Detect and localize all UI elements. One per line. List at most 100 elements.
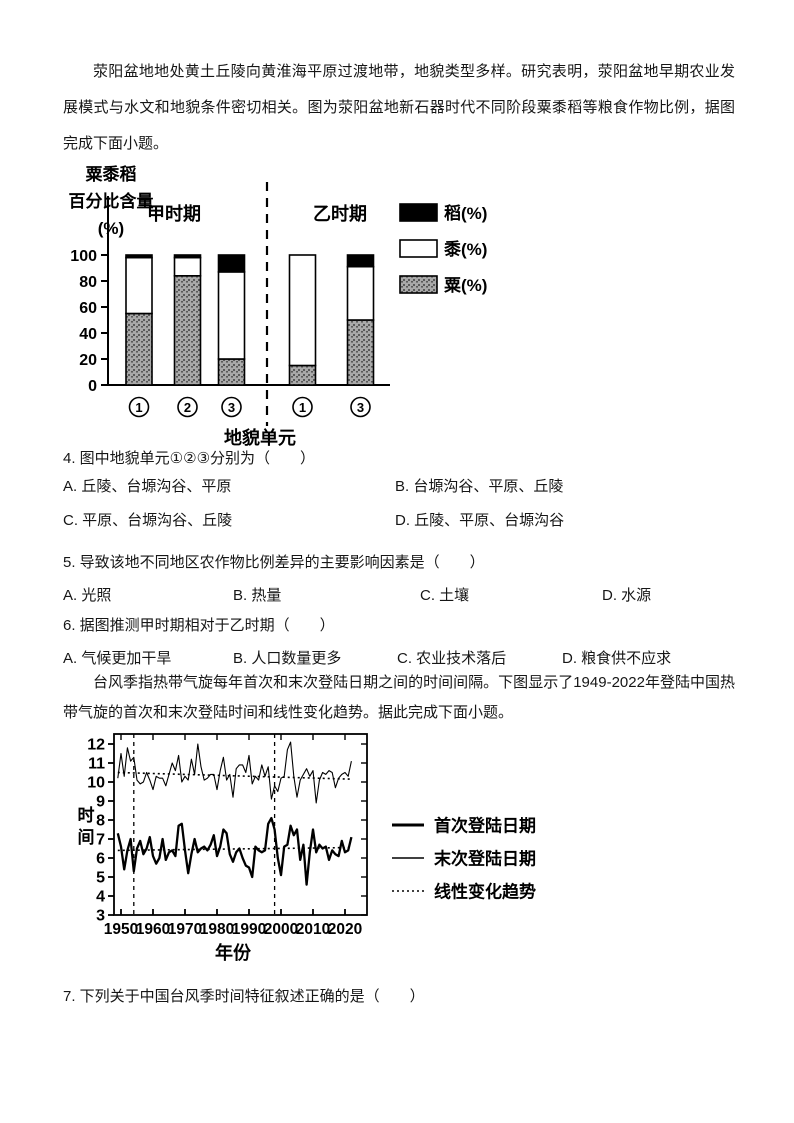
y-tick-label: 6 (96, 851, 105, 868)
question-6-option-b: B. 人口数量更多 (233, 650, 342, 667)
bar-segment (125, 256, 153, 315)
category-digit: 3 (357, 400, 364, 415)
question-6-options: A. 气候更加干旱 B. 人口数量更多 C. 农业技术落后 D. 粮食供不应求 (63, 647, 763, 668)
legend-label: 稻(%) (444, 204, 487, 223)
bar-segment (125, 254, 153, 259)
question-5-option-c: C. 土壤 (420, 587, 470, 604)
question-5-text: 5. 导致该地不同地区农作物比例差异的主要影响因素是（ ） (63, 554, 485, 571)
series-last-landfall (117, 741, 352, 804)
bar-segment (346, 265, 375, 321)
bar-segment (288, 254, 317, 367)
bar-segment (125, 312, 153, 386)
line-chart-ylabel: 时 (78, 806, 95, 825)
legend-swatch (399, 203, 438, 222)
category-circle (292, 396, 313, 418)
question-4-text: 4. 图中地貌单元①②③分别为（ ） (63, 450, 316, 467)
bar-chart-xlabel: 地貌单元 (224, 427, 296, 448)
category-circle (128, 396, 150, 418)
question-6-text: 6. 据图推测甲时期相对于乙时期（ ） (63, 617, 335, 634)
intro-paragraph-crops: 荥阳盆地地处黄土丘陵向黄淮海平原过渡地带，地貌类型多样。研究表明，荥阳盆地早期农… (63, 63, 735, 152)
legend-label: 末次登陆日期 (434, 849, 536, 869)
bar-segment (217, 271, 246, 360)
period-label-jia: 甲时期 (147, 204, 201, 224)
x-tick-label: 1990 (232, 921, 266, 938)
legend-label: 黍(%) (444, 239, 487, 259)
y-tick-label: 100 (70, 248, 97, 265)
y-tick-label: 12 (87, 737, 105, 754)
question-6-option-d: D. 粮食供不应求 (562, 650, 672, 667)
legend-swatch (399, 275, 438, 294)
bar-segment (346, 254, 375, 268)
bar-segment (173, 275, 202, 386)
question-4-option-b: B. 台塬沟谷、平原、丘陵 (395, 478, 564, 495)
question-4: 4. 图中地貌单元①②③分别为（ ） (63, 447, 735, 468)
question-4-option-c: C. 平原、台塬沟谷、丘陵 (63, 512, 233, 529)
category-digit: 1 (299, 400, 306, 415)
x-tick-label: 1970 (168, 921, 202, 938)
question-7: 7. 下列关于中国台风季时间特征叙述正确的是（ ） (63, 985, 735, 1006)
y-tick-label: 0 (88, 378, 97, 395)
y-tick-label: 20 (79, 352, 97, 369)
y-tick-label: 3 (96, 908, 105, 925)
x-tick-label: 1950 (104, 921, 138, 938)
crop-percentage-bar-chart: 粟黍稻百分比含量 (%) 0 20 40 60 80 100 甲时期 乙时期 1 2 3 1 3 地貌单元 稻(… (63, 158, 533, 455)
bar-segment (346, 319, 375, 386)
line-chart-xlabel: 年份 (215, 942, 252, 963)
bar-chart-title-line: 百分比含量 (69, 191, 154, 211)
legend-swatch (399, 239, 438, 258)
bar-segment (173, 256, 202, 277)
y-tick-label: 10 (87, 775, 105, 792)
category-digit: 2 (184, 400, 191, 415)
y-tick-label: 5 (96, 870, 105, 887)
bar-chart-title-line: 粟黍稻 (86, 164, 137, 184)
intro-paragraph-typhoon: 台风季指热带气旋每年首次和末次登陆日期之间的时间间隔。下图显示了1949-202… (63, 674, 735, 721)
question-4-option-d: D. 丘陵、平原、台塬沟谷 (395, 512, 565, 529)
bar-segment (173, 254, 202, 259)
x-tick-label: 1960 (136, 921, 170, 938)
x-tick-label: 2000 (264, 921, 298, 938)
legend-label: 线性变化趋势 (434, 882, 536, 902)
category-circle (177, 396, 198, 418)
y-tick-label: 40 (79, 326, 97, 343)
question-4-option-a: A. 丘陵、台塬沟谷、平原 (63, 478, 232, 495)
y-tick-label: 8 (96, 813, 105, 830)
y-tick-label: 11 (88, 756, 105, 773)
bar-chart-title-line: (%) (98, 219, 124, 238)
y-tick-label: 60 (79, 300, 97, 317)
question-6-option-c: C. 农业技术落后 (397, 650, 507, 667)
typhoon-landfall-line-chart: 3 4 5 6 7 8 9 10 11 12 1950 1960 1970 1980 1990 2000 201… (70, 725, 600, 980)
category-circle (221, 396, 242, 418)
x-tick-label: 2010 (296, 921, 330, 938)
question-5: 5. 导致该地不同地区农作物比例差异的主要影响因素是（ ） (63, 551, 735, 572)
bar-segment (217, 358, 246, 386)
question-5-options: A. 光照 B. 热量 C. 土壤 D. 水源 (63, 584, 763, 605)
question-5-option-a: A. 光照 (63, 587, 112, 604)
question-6-option-a: A. 气候更加干旱 (63, 650, 172, 667)
category-circle (350, 396, 371, 418)
bar-segment (288, 364, 317, 386)
trend-line (117, 771, 352, 780)
plot-frame (113, 733, 368, 916)
category-digit: 1 (135, 400, 142, 415)
bar-segment (217, 254, 246, 273)
period-label-yi: 乙时期 (313, 204, 367, 224)
x-tick-label: 2020 (328, 921, 362, 938)
x-tick-label: 1980 (200, 921, 234, 938)
category-digit: 3 (228, 400, 235, 415)
question-6: 6. 据图推测甲时期相对于乙时期（ ） (63, 614, 735, 635)
legend-label: 首次登陆日期 (434, 816, 536, 836)
question-5-option-b: B. 热量 (233, 587, 282, 604)
line-chart-ylabel: 间 (78, 827, 95, 847)
y-tick-label: 9 (96, 794, 105, 811)
y-tick-label: 80 (79, 274, 97, 291)
legend-label: 粟(%) (444, 276, 487, 295)
question-4-options: A. 丘陵、台塬沟谷、平原 B. 台塬沟谷、平原、丘陵 C. 平原、台塬沟谷、丘… (63, 470, 763, 538)
question-5-option-d: D. 水源 (602, 587, 652, 604)
typhoon-line-chart-svg: 3 4 5 6 7 8 9 10 11 12 195019601970198019902000201… (78, 733, 536, 963)
y-tick-label: 7 (96, 832, 105, 849)
series-first-landfall (116, 816, 353, 886)
trend-line (117, 846, 352, 852)
question-7-text: 7. 下列关于中国台风季时间特征叙述正确的是（ ） (63, 988, 425, 1005)
